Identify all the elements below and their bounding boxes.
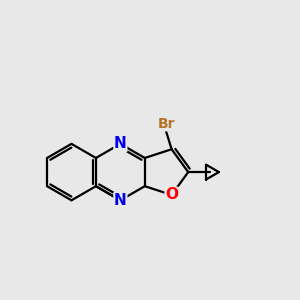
Text: Br: Br	[158, 117, 175, 131]
Text: N: N	[114, 193, 127, 208]
Text: O: O	[165, 188, 178, 202]
Text: N: N	[114, 136, 127, 152]
